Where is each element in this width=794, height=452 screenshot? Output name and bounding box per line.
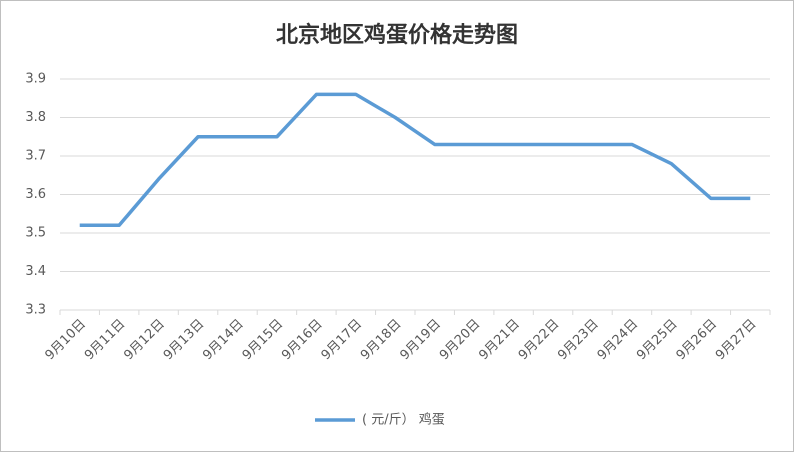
y-tick-label: 3.7 [25,149,46,164]
y-tick-label: 3.8 [25,110,46,125]
y-tick-label: 3.9 [25,72,46,87]
legend-label: ( 元/斤） 鸡蛋 [362,412,445,428]
y-tick-label: 3.5 [25,226,46,241]
chart-title: 北京地区鸡蛋价格走势图 [276,22,518,48]
data-line [79,92,751,228]
y-tick-label: 3.4 [25,264,46,279]
y-tick-label: 3.3 [25,303,46,318]
y-tick-label: 3.6 [25,187,46,202]
